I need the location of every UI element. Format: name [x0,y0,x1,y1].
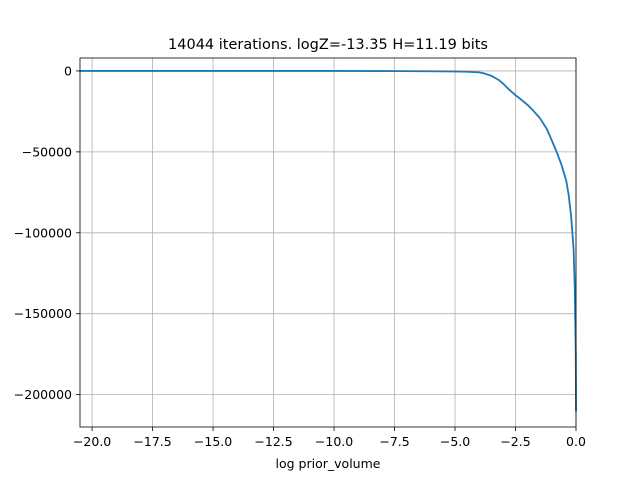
y-tick-label: −150000 [14,306,72,321]
grid-lines [80,58,577,427]
x-tick-label: 0.0 [566,434,586,449]
x-tick-label: −7.5 [379,434,409,449]
series-line [79,70,577,412]
chart-title: 14044 iterations. logZ=-13.35 H=11.19 bi… [168,37,488,53]
tick-marks [76,70,577,431]
series-layer [79,70,577,412]
x-tick-label: −10.0 [315,434,353,449]
y-tick-label: −50000 [22,144,72,159]
x-tick-label: −20.0 [73,434,111,449]
tick-labels: −20.0 −17.5 −15.0 −12.5 −10.0 −7.5 −5.0 −2.5 0.0… [14,63,586,449]
x-tick-label: −17.5 [133,434,171,449]
x-tick-label: −5.0 [440,434,470,449]
y-tick-label: −100000 [14,225,72,240]
x-axis-label: log prior_volume [276,456,381,471]
y-tick-label: 0 [64,63,72,78]
x-tick-label: −2.5 [500,434,530,449]
x-tick-label: −12.5 [254,434,292,449]
y-tick-label: −200000 [14,387,72,402]
x-tick-label: −15.0 [194,434,232,449]
plot-frame [79,57,577,428]
